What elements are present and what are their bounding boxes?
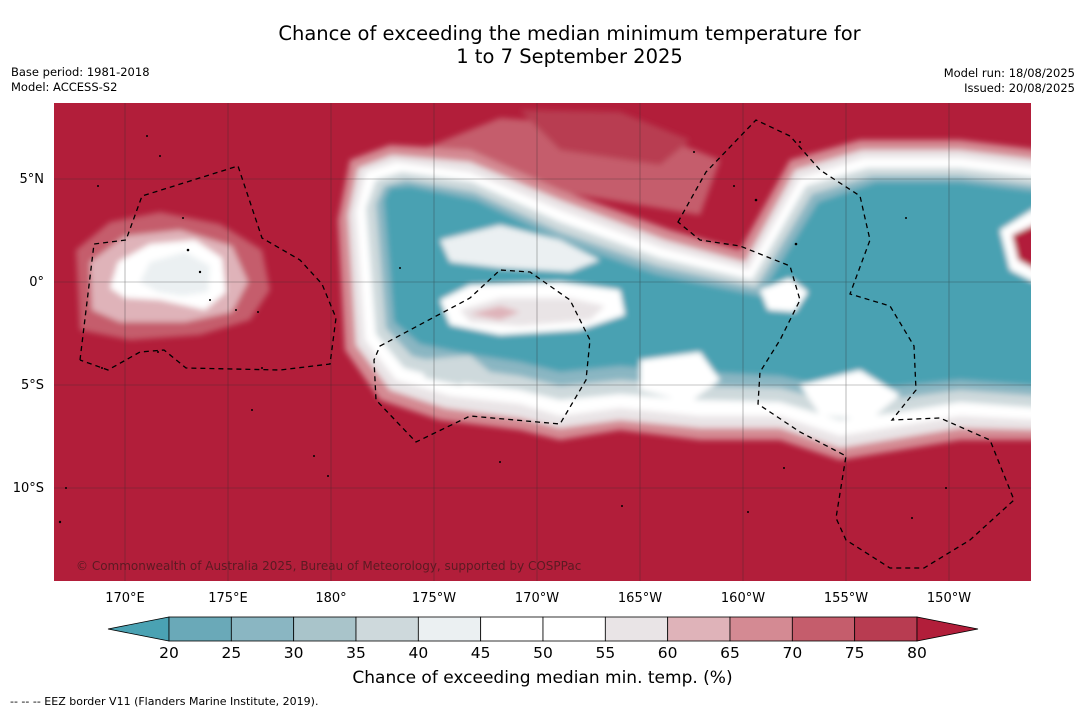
colorbar-title: Chance of exceeding median min. temp. (%… — [352, 668, 733, 688]
eez-legend-note: -- -- -- EEZ border V11 (Flanders Marine… — [10, 695, 319, 708]
colorbar-cell — [542, 616, 606, 642]
lon-label-170w: 170°W — [515, 591, 559, 606]
colorbar-tick-label: 20 — [159, 644, 179, 662]
lon-label-170e: 170°E — [105, 591, 145, 606]
colorbar-ticks: 20 25 30 35 40 45 50 55 60 65 70 75 80 — [159, 644, 927, 662]
colorbar-cell — [854, 616, 918, 642]
issued-date: Issued: 20/08/2025 — [964, 80, 1075, 95]
lon-label-160w: 160°W — [721, 591, 765, 606]
base-period: Base period: 1981-2018 — [11, 65, 150, 79]
colorbar: 20 25 30 35 40 45 50 55 60 65 70 75 80 — [107, 616, 979, 662]
colorbar-tick-label: 70 — [782, 644, 802, 662]
colorbar-cell — [293, 616, 357, 642]
colorbar-cell — [729, 616, 793, 642]
lat-label-10s: 10°S — [13, 481, 44, 496]
model-name: Model: ACCESS-S2 — [11, 79, 118, 94]
map-field: © Commonwealth of Australia 2025, Bureau… — [54, 103, 1031, 581]
colorbar-cell — [791, 616, 856, 642]
colorbar-tick-label: 45 — [471, 644, 491, 662]
lon-label-155w: 155°W — [824, 591, 868, 606]
lon-label-175w: 175°W — [412, 591, 456, 606]
longitude-labels: 170°E 175°E 180° 175°W 170°W 165°W 160°W… — [105, 591, 971, 606]
colorbar-tick-label: 35 — [346, 644, 366, 662]
chart-title: Chance of exceeding the median minimum t… — [0, 22, 1085, 68]
colorbar-cell — [355, 616, 419, 642]
colorbar-cell — [230, 616, 295, 642]
islands — [58, 135, 947, 524]
colorbar-tick-label: 55 — [595, 644, 615, 662]
colorbar-cell — [417, 616, 482, 642]
colorbar-tick-label: 40 — [408, 644, 428, 662]
colorbar-cell — [480, 616, 544, 642]
colorbar-extend-high — [916, 616, 979, 642]
colorbar-tick-label: 60 — [658, 644, 678, 662]
lon-label-150w: 150°W — [927, 591, 971, 606]
colorbar-tick-label: 30 — [284, 644, 304, 662]
lat-label-5s: 5°S — [21, 378, 44, 393]
colorbar-tick-label: 75 — [845, 644, 865, 662]
model-run: Model run: 18/08/2025 — [943, 66, 1075, 80]
colorbar-tick-label: 65 — [720, 644, 740, 662]
latitude-labels: 5°N 0° 5°S 10°S — [13, 172, 44, 496]
graticule — [54, 103, 1031, 581]
eez-borders — [79, 119, 1015, 569]
meta-left: Base period: 1981-2018 Model: ACCESS-S2 — [11, 65, 150, 94]
lon-label-175e: 175°E — [208, 591, 248, 606]
title-line-2: 1 to 7 September 2025 — [456, 45, 683, 68]
meta-right: Model run: 18/08/2025 Issued: 20/08/2025 — [944, 66, 1075, 95]
colorbar-cell — [604, 616, 669, 642]
colorbar-cell — [168, 616, 232, 642]
lon-label-165w: 165°W — [618, 591, 662, 606]
colorbar-cells — [168, 616, 918, 642]
lat-label-0: 0° — [29, 275, 44, 290]
colorbar-tick-label: 50 — [533, 644, 553, 662]
colorbar-cell — [667, 616, 731, 642]
map-credit: © Commonwealth of Australia 2025, Bureau… — [76, 559, 581, 573]
lat-label-5n: 5°N — [20, 172, 45, 187]
lon-label-180: 180° — [315, 591, 346, 606]
colorbar-extend-low — [107, 616, 170, 642]
title-line-1: Chance of exceeding the median minimum t… — [278, 22, 861, 45]
colorbar-tick-label: 80 — [907, 644, 927, 662]
colorbar-tick-label: 25 — [221, 644, 241, 662]
contour-layers — [76, 110, 1031, 460]
